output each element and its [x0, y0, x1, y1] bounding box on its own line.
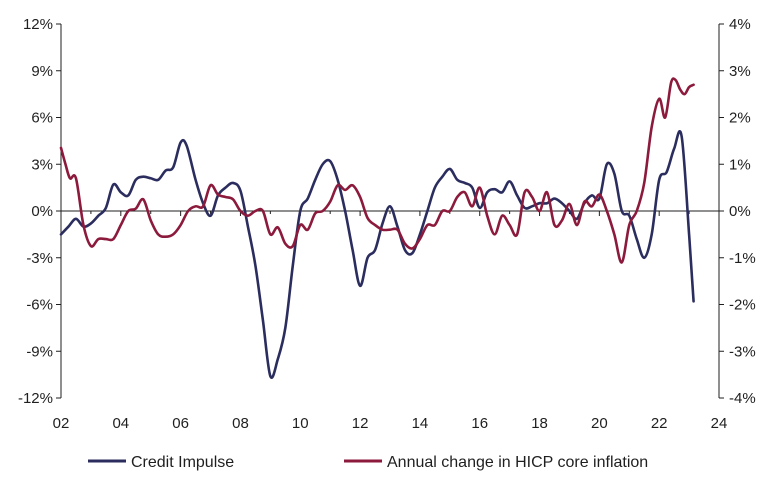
right-y-tick-label: -3%	[729, 343, 756, 360]
right-y-tick-label: 4%	[729, 16, 751, 33]
series-line-credit-impulse	[59, 129, 695, 379]
series-group	[59, 77, 695, 379]
axes-group: -12% -9% -6% -3% 0% 3% 6% 9% 12% -4% -3% -2% -1% 0% 1%…	[18, 16, 756, 432]
x-tick-label: 08	[232, 415, 249, 432]
right-y-tick-label: 1%	[729, 156, 751, 173]
x-tick-label: 24	[711, 415, 728, 432]
x-tick-label: 14	[412, 415, 429, 432]
left-y-tick-label: 12%	[23, 16, 53, 33]
left-y-tick-label: 9%	[31, 63, 53, 80]
legend-label-hicp-core-inflation: Annual change in HICP core inflation	[387, 454, 648, 471]
right-y-tick-label: -4%	[729, 390, 756, 407]
x-tick-label: 16	[471, 415, 488, 432]
x-tick-label: 20	[591, 415, 608, 432]
x-tick-label: 06	[172, 415, 189, 432]
x-tick-label: 22	[651, 415, 668, 432]
right-y-tick-label: -2%	[729, 297, 756, 314]
x-tick-label: 10	[292, 415, 309, 432]
right-y-tick-label: -1%	[729, 250, 756, 267]
x-tick-label: 12	[352, 415, 369, 432]
left-y-tick-label: 6%	[31, 110, 53, 127]
right-y-tick-label: 3%	[729, 63, 751, 80]
left-y-tick-label: -9%	[26, 343, 53, 360]
x-tick-label: 18	[531, 415, 548, 432]
x-tick-label: 04	[112, 415, 129, 432]
right-y-tick-label: 2%	[729, 110, 751, 127]
right-y-tick-label: 0%	[729, 203, 751, 220]
x-tick-label: 02	[53, 415, 70, 432]
legend: Credit Impulse Annual change in HICP cor…	[88, 454, 648, 471]
series-line-hicp-core-inflation	[59, 77, 695, 264]
left-y-tick-label: -3%	[26, 250, 53, 267]
left-y-tick-label: -12%	[18, 390, 53, 407]
left-y-tick-label: 0%	[31, 203, 53, 220]
legend-label-credit-impulse: Credit Impulse	[131, 454, 234, 471]
left-y-tick-label: -6%	[26, 297, 53, 314]
left-y-tick-label: 3%	[31, 156, 53, 173]
